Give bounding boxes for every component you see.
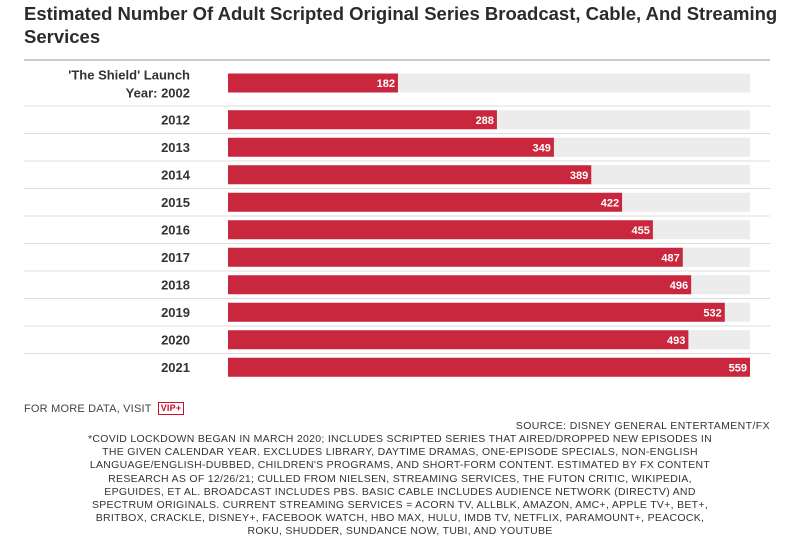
- category-label: 2014: [161, 167, 191, 182]
- bar-9: [228, 330, 689, 350]
- bar-0: [228, 73, 398, 93]
- footnote: *COVID LOCKDOWN BEGAN IN MARCH 2020; INC…: [20, 433, 780, 539]
- value-label: 389: [570, 170, 588, 182]
- bar-2: [228, 137, 554, 157]
- category-label: 2020: [161, 332, 190, 347]
- value-label: 455: [632, 225, 650, 237]
- value-label: 496: [670, 280, 688, 292]
- value-label: 559: [729, 362, 747, 374]
- category-label: 2012: [161, 112, 190, 127]
- category-label: 2017: [161, 250, 190, 265]
- bar-1: [228, 110, 497, 130]
- source-note: SOURCE: DISNEY GENERAL ENTERTAMENT/FX: [515, 420, 770, 432]
- footnote-line: LANGUAGE/ENGLISH-DUBBED, CHILDREN'S PROG…: [89, 459, 711, 472]
- category-label: 2016: [161, 222, 190, 237]
- category-label: 2018: [161, 277, 190, 292]
- value-label: 288: [476, 115, 494, 127]
- footnote-line: EPGUIDES, ET AL. BROADCAST INCLUDES PBS.…: [104, 485, 696, 498]
- bar-10: [228, 357, 750, 377]
- footnote-line: THE GIVEN CALENDAR YEAR. EXCLUDES LIBRAR…: [102, 446, 698, 459]
- category-label: 2019: [161, 305, 190, 320]
- footnote-line: BRITBOX, CRACKLE, DISNEY+, FACEBOOK WATC…: [95, 512, 705, 525]
- value-label: 422: [601, 197, 619, 209]
- value-label: 532: [703, 307, 721, 319]
- more-data-line: FOR MORE DATA, VISIT VIP+: [24, 402, 185, 415]
- category-label: 2021: [161, 360, 190, 375]
- value-label: 493: [667, 335, 685, 347]
- category-label: 2015: [161, 195, 190, 210]
- footnote-line: ROKU, SHUDDER, SUNDANCE NOW, TUBI, AND Y…: [247, 525, 553, 538]
- bar-8: [228, 302, 725, 322]
- bar-5: [228, 220, 653, 240]
- bar-4: [228, 192, 623, 212]
- category-label: Year: 2002: [126, 86, 190, 101]
- chart-title: Estimated Number Of Adult Scripted Origi…: [24, 3, 778, 47]
- category-label: 'The Shield' Launch: [68, 68, 190, 83]
- bar-7: [228, 275, 692, 295]
- value-label: 487: [661, 252, 679, 264]
- more-data-text: FOR MORE DATA, VISIT: [24, 403, 152, 415]
- footnote-line: *COVID LOCKDOWN BEGAN IN MARCH 2020; INC…: [88, 433, 712, 445]
- bar-6: [228, 247, 683, 267]
- bar-chart: 182 'The Shield' Launch Year: 2002 288 2012 3…: [24, 59, 770, 377]
- footnote-line: RESEARCH AS OF 12/26/21; CULLED FROM NIE…: [108, 472, 692, 485]
- footnote-line: SPECTRUM ORIGINALS. CURRENT STREAMING SE…: [91, 499, 709, 512]
- value-label: 349: [533, 142, 551, 154]
- category-label: 2013: [161, 140, 190, 155]
- value-label: 182: [377, 78, 395, 90]
- bar-3: [228, 165, 592, 185]
- vip-plus-link[interactable]: VIP+: [157, 402, 185, 415]
